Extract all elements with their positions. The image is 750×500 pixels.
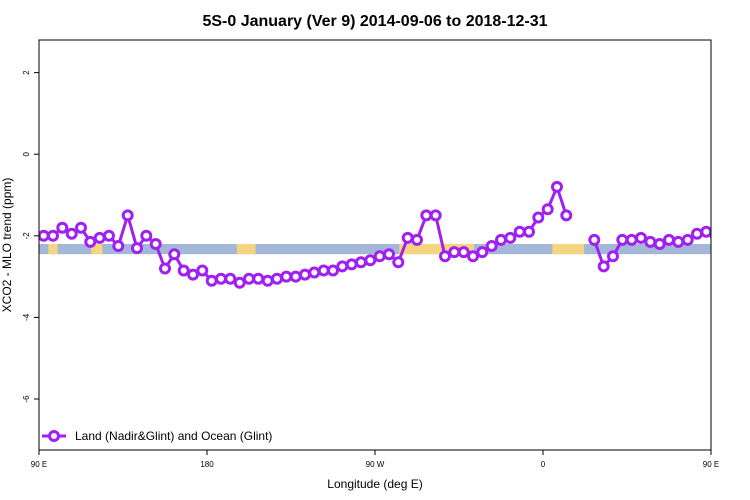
- data-point: [541, 203, 554, 216]
- data-point: [121, 209, 134, 222]
- legend-marker-swatch: [48, 430, 60, 442]
- data-point: [476, 246, 489, 259]
- data-point: [495, 233, 507, 246]
- data-point: [513, 225, 526, 238]
- data-point: [467, 250, 479, 263]
- data-point: [588, 233, 601, 246]
- data-point: [317, 264, 330, 277]
- data-point: [392, 256, 405, 269]
- x-tick-label: 90 E: [703, 460, 719, 469]
- data-point: [439, 250, 451, 263]
- legend: Land (Nadir&Glint) and Ocean (Glint): [42, 429, 272, 443]
- data-point: [261, 274, 274, 287]
- land-band-segment: [91, 243, 103, 255]
- data-point: [457, 246, 470, 259]
- data-point: [308, 266, 321, 279]
- data-point: [560, 209, 573, 222]
- x-axis-label: Longitude (deg E): [327, 477, 422, 491]
- data-point: [149, 238, 162, 250]
- y-tick-label: -6: [22, 395, 31, 403]
- land-band-segment: [399, 243, 474, 255]
- data-point: [252, 272, 265, 285]
- data-point: [271, 272, 283, 285]
- x-tick-label: 0: [541, 460, 546, 469]
- data-point: [215, 272, 227, 285]
- x-tick-label: 180: [200, 460, 214, 469]
- data-point: [103, 229, 115, 242]
- y-axis-label: XCO2 - MLO trend (ppm): [0, 178, 14, 313]
- x-tick-label: 90 E: [31, 460, 47, 469]
- data-point: [65, 227, 78, 240]
- data-point: [635, 231, 647, 244]
- data-point: [187, 268, 199, 281]
- ocean-band: [39, 243, 711, 255]
- data-point: [616, 233, 629, 246]
- data-point: [84, 235, 97, 248]
- surface-band: [39, 243, 711, 255]
- data-point: [551, 180, 563, 193]
- data-point: [196, 264, 209, 277]
- data-point: [233, 276, 246, 289]
- chart-title: 5S-0 January (Ver 9) 2014-09-06 to 2018-…: [202, 13, 547, 30]
- data-point: [653, 238, 666, 250]
- data-point: [205, 274, 218, 287]
- data-point: [691, 227, 703, 240]
- data-point: [700, 225, 711, 238]
- data-point: [47, 229, 59, 242]
- data-point: [177, 264, 190, 277]
- data-point: [93, 231, 106, 244]
- y-tick-label: -2: [22, 232, 31, 240]
- data-point: [420, 209, 433, 222]
- data-point: [364, 254, 377, 267]
- land-band-segment: [236, 243, 256, 255]
- data-point: [448, 246, 461, 259]
- data-point: [383, 248, 395, 261]
- data-point: [625, 233, 638, 246]
- y-axis: 2 0 -2 -4 -6: [22, 70, 39, 403]
- series-layer: [39, 180, 711, 289]
- data-point: [75, 221, 87, 234]
- data-point: [523, 225, 535, 238]
- data-point: [355, 256, 367, 269]
- data-point: [401, 231, 414, 244]
- y-tick-label: 2: [22, 70, 31, 75]
- data-point: [504, 231, 517, 244]
- data-point: [336, 260, 349, 273]
- data-point: [672, 235, 685, 248]
- data-point: [607, 250, 619, 263]
- data-point: [243, 272, 255, 285]
- data-point: [159, 262, 171, 275]
- data-point: [681, 233, 694, 246]
- data-point: [597, 260, 610, 273]
- y-tick-label: 0: [22, 151, 31, 156]
- data-point: [532, 211, 545, 224]
- data-point: [373, 250, 386, 263]
- data-point: [485, 240, 498, 252]
- data-point: [663, 233, 675, 246]
- data-point: [289, 270, 302, 283]
- data-point: [299, 268, 311, 281]
- legend-label: Land (Nadir&Glint) and Ocean (Glint): [75, 429, 272, 443]
- data-point: [411, 233, 423, 246]
- y-tick-label: -4: [22, 313, 31, 321]
- data-point: [39, 229, 50, 242]
- data-point: [280, 270, 293, 283]
- data-point: [644, 235, 657, 248]
- x-axis: 90 E 180 90 W 0 90 E: [31, 450, 719, 469]
- data-point: [224, 272, 237, 285]
- land-band-segment: [48, 243, 58, 255]
- data-point: [112, 240, 125, 252]
- data-point: [429, 209, 442, 222]
- x-tick-label: 90 W: [366, 460, 385, 469]
- data-point: [168, 248, 181, 261]
- data-point: [140, 229, 153, 242]
- data-point: [131, 242, 143, 255]
- data-point: [327, 264, 339, 277]
- data-point: [345, 258, 358, 271]
- land-band-segment: [552, 243, 585, 255]
- data-point: [56, 221, 69, 234]
